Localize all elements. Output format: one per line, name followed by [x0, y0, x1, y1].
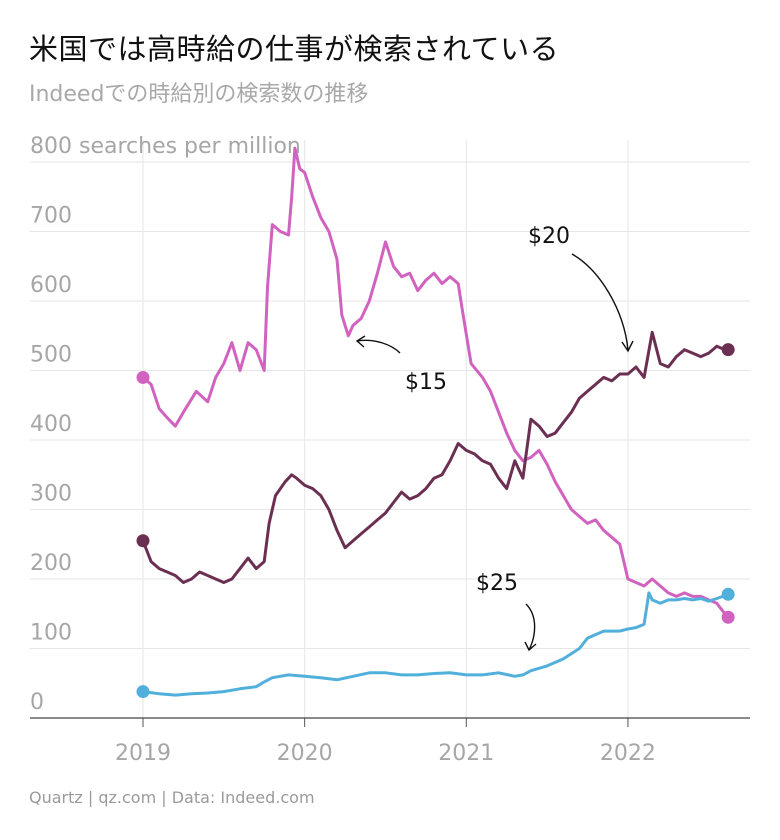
y-tick-label: 200 — [30, 551, 72, 576]
annotation-arrowhead-15 — [355, 335, 366, 348]
x-tick-label: 2019 — [115, 741, 171, 766]
annotation-label-20: $20 — [528, 224, 570, 249]
series-line-20 — [141, 330, 730, 584]
series-end-marker-20 — [721, 343, 735, 357]
chart-title: 米国では高時給の仕事が検索されている — [29, 32, 560, 66]
series-start-marker-20 — [136, 534, 150, 548]
series-start-marker-25 — [136, 685, 150, 699]
annotation-arrow-25 — [525, 603, 536, 651]
y-tick-label: 0 — [30, 690, 44, 715]
annotations: $15 $20 $25 — [355, 224, 634, 652]
y-tick-label: 800 searches per million — [30, 134, 301, 159]
source-credit: Quartz | qz.com | Data: Indeed.com — [29, 788, 315, 807]
y-tick-label: 300 — [30, 482, 72, 507]
y-tick-label: 400 — [30, 412, 72, 437]
series-start-marker-15 — [136, 370, 150, 384]
series-line-15 — [141, 146, 730, 619]
x-tick-label: 2021 — [438, 741, 494, 766]
y-tick-label: 500 — [30, 343, 72, 368]
series-line-25 — [141, 591, 730, 697]
series-lines — [136, 146, 735, 699]
annotation-label-25: $25 — [476, 571, 518, 596]
axes: 0 100 200 300 400 500 600 700 800 searches per m… — [30, 134, 750, 766]
annotation-arrow-15 — [356, 339, 401, 354]
annotation-arrow-20 — [571, 253, 629, 351]
gridlines — [30, 140, 750, 718]
series-end-marker-15 — [721, 610, 735, 624]
annotation-arrowhead-20 — [621, 340, 634, 353]
y-tick-label: 700 — [30, 204, 72, 229]
y-tick-label: 600 — [30, 273, 72, 298]
chart-subtitle: Indeedでの時給別の検索数の推移 — [29, 82, 369, 107]
annotation-arrowhead-25 — [524, 641, 537, 652]
annotation-label-15: $15 — [405, 370, 447, 395]
x-tick-label: 2022 — [600, 741, 656, 766]
x-tick-label: 2020 — [277, 741, 333, 766]
series-end-marker-25 — [721, 587, 735, 601]
y-tick-label: 100 — [30, 621, 72, 646]
